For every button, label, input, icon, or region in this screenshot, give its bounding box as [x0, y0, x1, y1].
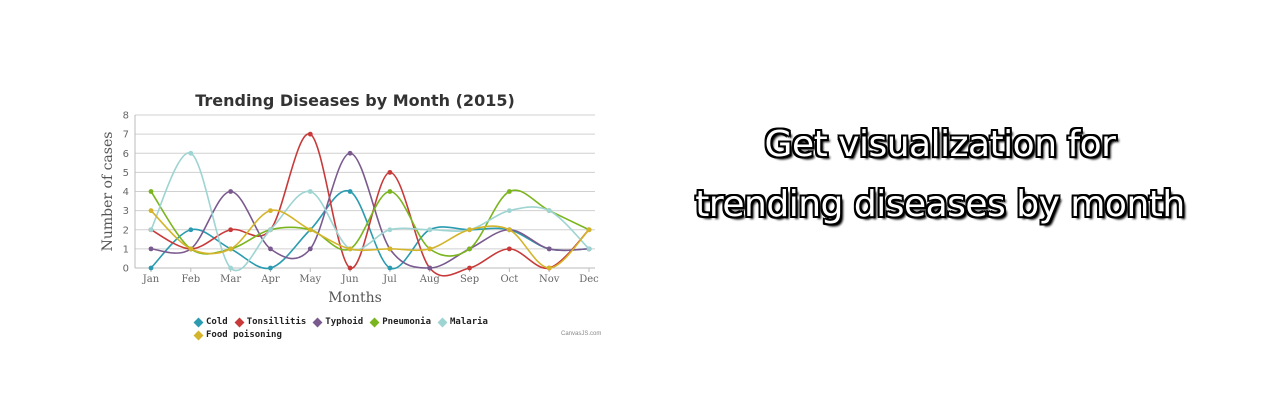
x-tick-label: Jul	[382, 274, 397, 285]
data-point-malaria	[268, 227, 273, 233]
headline-text: Get visualization for trending diseases …	[695, 124, 1185, 225]
data-point-tonsillitis	[506, 246, 512, 252]
legend-label: Tonsillitis	[246, 317, 307, 327]
data-point-typhoid	[347, 150, 353, 156]
data-point-malaria	[307, 189, 313, 194]
chart-credit: CanvasJS.com	[561, 331, 602, 337]
y-tick-label: 2	[123, 225, 129, 236]
chart-legend: Cold Tonsillitis Typhoid Pneumonia Malaria Fo…	[193, 317, 535, 343]
data-point-tonsillitis	[347, 265, 353, 271]
data-point-food-poisoning	[387, 246, 393, 252]
x-tick-label: Sep	[460, 274, 479, 285]
x-tick-label: Aug	[419, 274, 441, 285]
legend-marker	[369, 317, 380, 328]
y-tick-label: 7	[123, 130, 129, 141]
legend-item-typhoid: Typhoid	[312, 317, 364, 328]
data-point-food-poisoning	[268, 208, 273, 214]
data-point-typhoid	[228, 189, 234, 194]
x-tick-label: May	[299, 274, 321, 285]
data-point-food-poisoning	[347, 246, 353, 252]
x-tick-label: Oct	[500, 274, 518, 285]
data-point-typhoid	[546, 246, 552, 252]
legend-marker	[193, 317, 204, 328]
data-point-tonsillitis	[307, 131, 313, 137]
data-point-pneumonia	[387, 189, 393, 194]
data-point-malaria	[387, 227, 393, 233]
legend-label: Malaria	[450, 317, 488, 327]
chart-title: Trending Diseases by Month (2015)	[195, 91, 515, 110]
x-tick-label: Nov	[539, 274, 560, 285]
y-tick-label: 4	[123, 187, 129, 198]
legend-marker	[312, 317, 323, 328]
x-tick-label: Jan	[142, 274, 160, 285]
data-point-cold	[347, 189, 353, 194]
data-point-pneumonia	[506, 189, 512, 194]
legend-item-tonsillitis: Tonsillitis	[234, 317, 307, 328]
data-point-cold	[188, 227, 194, 233]
data-point-malaria	[546, 208, 552, 214]
legend-item-food-poisoning: Food poisoning	[193, 330, 282, 341]
data-point-typhoid	[148, 246, 154, 252]
data-point-malaria	[586, 246, 592, 252]
x-tick-label: Apr	[260, 274, 280, 285]
chart-plot: 0 1 2 3 4 5 6 7 8 Jan Feb Mar Apr May Jun Jul Aug Sep Oct N…	[100, 111, 599, 307]
data-point-food-poisoning	[467, 227, 472, 233]
y-tick-label: 6	[123, 149, 129, 160]
x-axis-label: Months	[328, 290, 382, 306]
data-point-malaria	[188, 150, 194, 156]
data-point-malaria	[427, 227, 433, 233]
legend-label: Pneumonia	[382, 317, 432, 327]
y-tick-label: 1	[123, 244, 129, 255]
data-point-food-poisoning	[586, 227, 592, 233]
x-tick-label: Mar	[220, 274, 241, 285]
data-point-cold	[148, 265, 154, 271]
data-point-food-poisoning	[148, 208, 154, 214]
series-line-food-poisoning	[150, 209, 590, 269]
data-point-typhoid	[427, 265, 433, 271]
y-axis-label: Number of cases	[100, 132, 116, 252]
data-point-food-poisoning	[307, 227, 313, 233]
legend-marker	[437, 317, 448, 328]
legend-marker	[193, 330, 204, 341]
legend-label: Typhoid	[325, 317, 364, 327]
data-point-food-poisoning	[228, 246, 234, 252]
y-tick-label: 0	[123, 264, 129, 275]
y-tick-label: 3	[123, 206, 129, 217]
line-chart: 0 1 2 3 4 5 6 7 8 Jan Feb Mar Apr May Jun Jul Aug Sep Oct N…	[95, 85, 615, 345]
x-tick-label: Feb	[181, 274, 200, 285]
x-tick-label: Dec	[579, 274, 599, 285]
legend-marker	[234, 317, 245, 328]
data-point-cold	[387, 265, 393, 271]
y-tick-label: 8	[123, 111, 129, 122]
data-point-pneumonia	[467, 246, 472, 252]
data-point-malaria	[506, 208, 512, 214]
x-tick-label: Jun	[341, 274, 359, 285]
data-point-malaria	[148, 227, 154, 233]
data-point-food-poisoning	[188, 246, 194, 252]
data-point-food-poisoning	[506, 227, 512, 233]
legend-item-cold: Cold	[193, 317, 228, 328]
data-point-typhoid	[307, 246, 313, 252]
data-point-tonsillitis	[228, 227, 234, 233]
data-point-tonsillitis	[467, 265, 472, 271]
legend-label: Food poisoning	[206, 330, 282, 340]
legend-item-malaria: Malaria	[437, 317, 488, 328]
y-tick-label: 5	[123, 168, 129, 179]
data-point-food-poisoning	[546, 265, 552, 271]
data-point-pneumonia	[148, 189, 154, 194]
legend-item-pneumonia: Pneumonia	[369, 317, 432, 328]
data-point-tonsillitis	[387, 169, 393, 175]
data-point-typhoid	[268, 246, 273, 252]
data-point-food-poisoning	[427, 246, 433, 252]
legend-label: Cold	[206, 317, 228, 327]
data-point-cold	[268, 265, 273, 271]
data-point-malaria	[228, 265, 234, 271]
